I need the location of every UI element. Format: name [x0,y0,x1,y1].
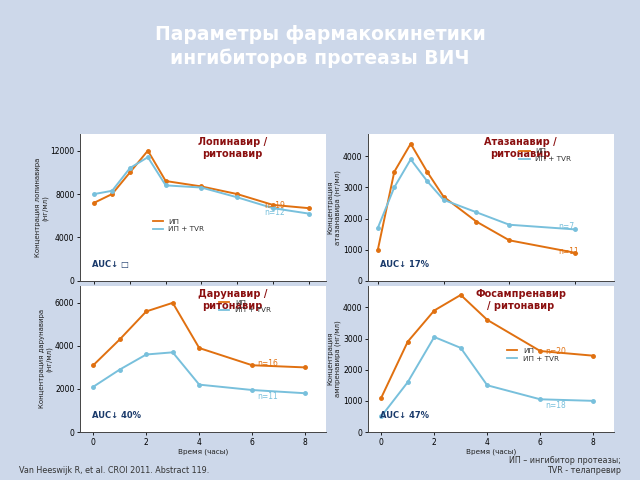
Text: AUC↓ □: AUC↓ □ [92,260,129,269]
Legend: ИП, ИП + TVR: ИП, ИП + TVR [219,300,271,313]
Text: n=11: n=11 [257,392,278,401]
X-axis label: Время (часы): Время (часы) [466,298,516,304]
Text: AUC↓ 17%: AUC↓ 17% [380,260,429,269]
Text: AUC↓ 40%: AUC↓ 40% [92,411,141,420]
Text: n=12: n=12 [264,208,285,217]
Text: n=18: n=18 [545,401,566,410]
Text: Дарунавир /
ритонавир: Дарунавир / ритонавир [198,288,268,311]
Legend: ИП, ИП + TVR: ИП, ИП + TVR [152,218,205,232]
Text: Van Heeswijk R, et al. CROI 2011. Abstract 119.: Van Heeswijk R, et al. CROI 2011. Abstra… [19,466,209,475]
X-axis label: Время (часы): Время (часы) [466,449,516,455]
Text: Фосампренавир
/ ритонавир: Фосампренавир / ритонавир [476,288,566,311]
Y-axis label: Концентрация дарунавира
(нг/мл): Концентрация дарунавира (нг/мл) [40,309,53,408]
Text: Параметры фармакокинетики
ингибиторов протеазы ВИЧ: Параметры фармакокинетики ингибиторов пр… [155,25,485,69]
Text: n=7: n=7 [559,222,575,231]
Text: n=20: n=20 [545,347,566,356]
Y-axis label: Концентрация
ампренавира (нг/мл): Концентрация ампренавира (нг/мл) [328,321,341,397]
Y-axis label: Концентрация лопинавира
(нг/мл): Концентрация лопинавира (нг/мл) [35,158,48,257]
Text: n=11: n=11 [559,247,579,256]
Text: Атазанавир /
ритонавир: Атазанавир / ритонавир [484,137,557,159]
Legend: ИП, ИП + TVR: ИП, ИП + TVR [507,348,559,362]
Text: n=19: n=19 [264,201,285,210]
X-axis label: Время (часы): Время (часы) [178,449,228,455]
Text: ИП – ингибитор протеазы;
TVR - телапревир: ИП – ингибитор протеазы; TVR - телапреви… [509,456,621,475]
Legend: ИП, ИП + TVR: ИП, ИП + TVR [520,148,572,162]
Y-axis label: Концентрация
атазанавира (нг/мл): Концентрация атазанавира (нг/мл) [328,170,341,245]
Text: n=16: n=16 [257,359,278,368]
Text: Лопинавир /
ритонавир: Лопинавир / ритонавир [198,137,268,159]
Text: AUC↓ 47%: AUC↓ 47% [380,411,429,420]
X-axis label: Время (часы): Время (часы) [178,298,228,304]
